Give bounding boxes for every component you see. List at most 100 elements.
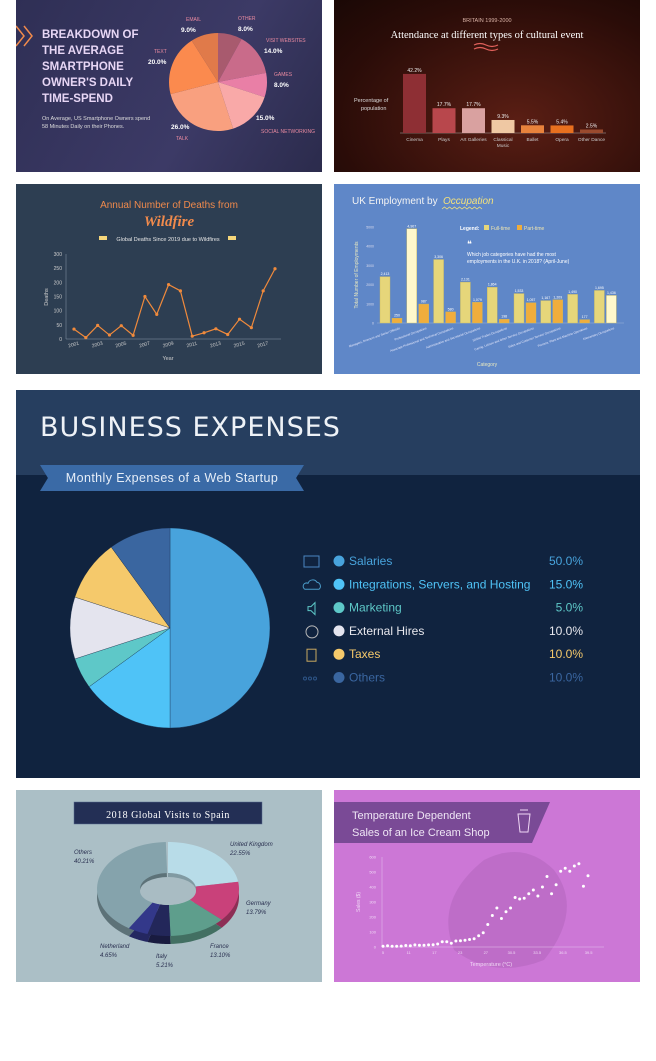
y-tick-label: 600 [369, 855, 376, 860]
pie-slice [218, 82, 265, 129]
pie-slice [111, 527, 171, 629]
data-point [463, 938, 467, 942]
bar-value: 4,907 [407, 224, 416, 228]
y-tick-label: 400 [369, 885, 376, 890]
bar-value: 1,167 [541, 296, 550, 300]
data-point [390, 944, 394, 948]
y-axis-label: Total Number of Employments [354, 241, 360, 308]
wildfire-line-panel: Annual Number of Deaths from Wildfire Glob… [16, 184, 322, 374]
calculator-icon-frame [303, 555, 320, 568]
data-point [527, 892, 531, 896]
uk-employment-bar-chart: UK Employment by Occupation Legend: Full-ti… [348, 196, 624, 368]
subtitle-line-1: On Average, US Smartphone Owners spend [42, 116, 150, 122]
bar [567, 294, 578, 324]
category-label: Opera [555, 137, 569, 143]
bar [418, 303, 430, 324]
bar [472, 302, 483, 324]
y-tick-label: 4000 [366, 245, 374, 249]
ellipsis-dot [313, 676, 317, 681]
x-tick-label: 2003 [91, 341, 104, 350]
wave-decoration-icon [473, 42, 499, 52]
legend-swatch [333, 602, 345, 614]
data-point [581, 884, 585, 888]
data-point [408, 944, 412, 948]
legend-title: Legend: [460, 226, 480, 232]
zigzag-decoration-icon [441, 206, 483, 210]
x-tick-label: 2001 [68, 341, 81, 350]
y-tick-label: 3000 [366, 264, 374, 268]
y-tick-label: 200 [54, 280, 63, 286]
ellipsis-dot [308, 676, 312, 681]
x-tick-label: 39.5 [585, 950, 594, 955]
legend-label: Full-time [491, 226, 510, 232]
legend-value: 10.0% [549, 671, 583, 685]
donut-slice [189, 881, 239, 920]
data-point [84, 335, 88, 340]
bar-value: 1,079 [473, 298, 482, 302]
donut-slice [168, 842, 239, 887]
bar-value: 198 [501, 315, 507, 319]
bar-value: 3,306 [434, 255, 443, 259]
slice-value: 8.0% [238, 26, 253, 33]
donut-slice [128, 902, 160, 935]
bar [521, 125, 544, 133]
bar [432, 108, 456, 133]
pie-slice [191, 33, 218, 82]
slice-label: France [210, 944, 229, 950]
category-label: Art Galleries [460, 137, 487, 143]
legend-label: Others [349, 671, 385, 685]
ellipsis-icon [303, 676, 317, 681]
data-point [477, 934, 481, 938]
data-point [536, 894, 540, 898]
subtitle-line-2: 58 Minutes Daily on their Phones. [42, 124, 125, 130]
x-tick-label: 11 [407, 950, 412, 955]
bar [460, 281, 471, 324]
title-line: OWNER'S DAILY [42, 77, 133, 89]
legend-swatch [99, 236, 107, 240]
slice-label: GAMES [274, 72, 293, 78]
slice-label: EMAIL [186, 17, 201, 23]
x-tick-label: 17 [432, 950, 437, 955]
category-label: Ballet [527, 137, 540, 143]
bar [491, 119, 515, 133]
bar-value: 1,209 [553, 295, 562, 299]
slice-value: 14.0% [264, 48, 283, 55]
title-line-2: Sales of an Ice Cream Shop [352, 827, 490, 839]
title: 2018 Global Visits to Spain [106, 810, 230, 821]
bar-value: 9.3% [497, 114, 509, 120]
bar-value: 2,413 [381, 272, 390, 276]
bar [594, 290, 605, 324]
data-point [545, 875, 549, 878]
title: Attendance at different types of cultura… [391, 30, 584, 41]
slice-label: Italy [156, 954, 168, 960]
y-tick-label: 100 [54, 309, 63, 315]
bar-value: 580 [448, 307, 454, 311]
bar [525, 302, 537, 324]
y-tick-label: 300 [54, 252, 63, 258]
data-point [119, 324, 123, 328]
x-tick-label: 30.5 [508, 950, 517, 955]
data-point [531, 888, 535, 892]
data-point [504, 910, 508, 914]
data-point [445, 940, 449, 944]
bar-value: 987 [421, 300, 427, 304]
data-point [417, 943, 421, 947]
y-tick-label: 50 [56, 323, 62, 329]
speaker-icon-shape [307, 601, 316, 616]
smartphone-pie-panel: BREAKDOWN OF THE AVERAGE SMARTPHONE OWNER'S… [16, 0, 322, 172]
data-point [550, 892, 554, 896]
data-point [554, 883, 558, 887]
x-tick-label: 2007 [139, 341, 152, 350]
title-line: THE AVERAGE [42, 45, 124, 57]
pie-slice [170, 82, 234, 131]
cloud-icon-shape [302, 579, 321, 590]
slice-value: 8.0% [274, 82, 289, 89]
donut-slice [168, 899, 222, 936]
bar-value: 5.5% [527, 119, 539, 125]
x-tick-label: 2017 [257, 341, 270, 350]
series-line [73, 268, 276, 339]
chevrons-icon [16, 25, 33, 47]
ice-cream-photo-shape [448, 852, 567, 968]
slice-label: United Kingdom [230, 842, 273, 848]
business-expenses-panel: BUSINESS EXPENSES Monthly Expenses of a … [16, 390, 640, 778]
